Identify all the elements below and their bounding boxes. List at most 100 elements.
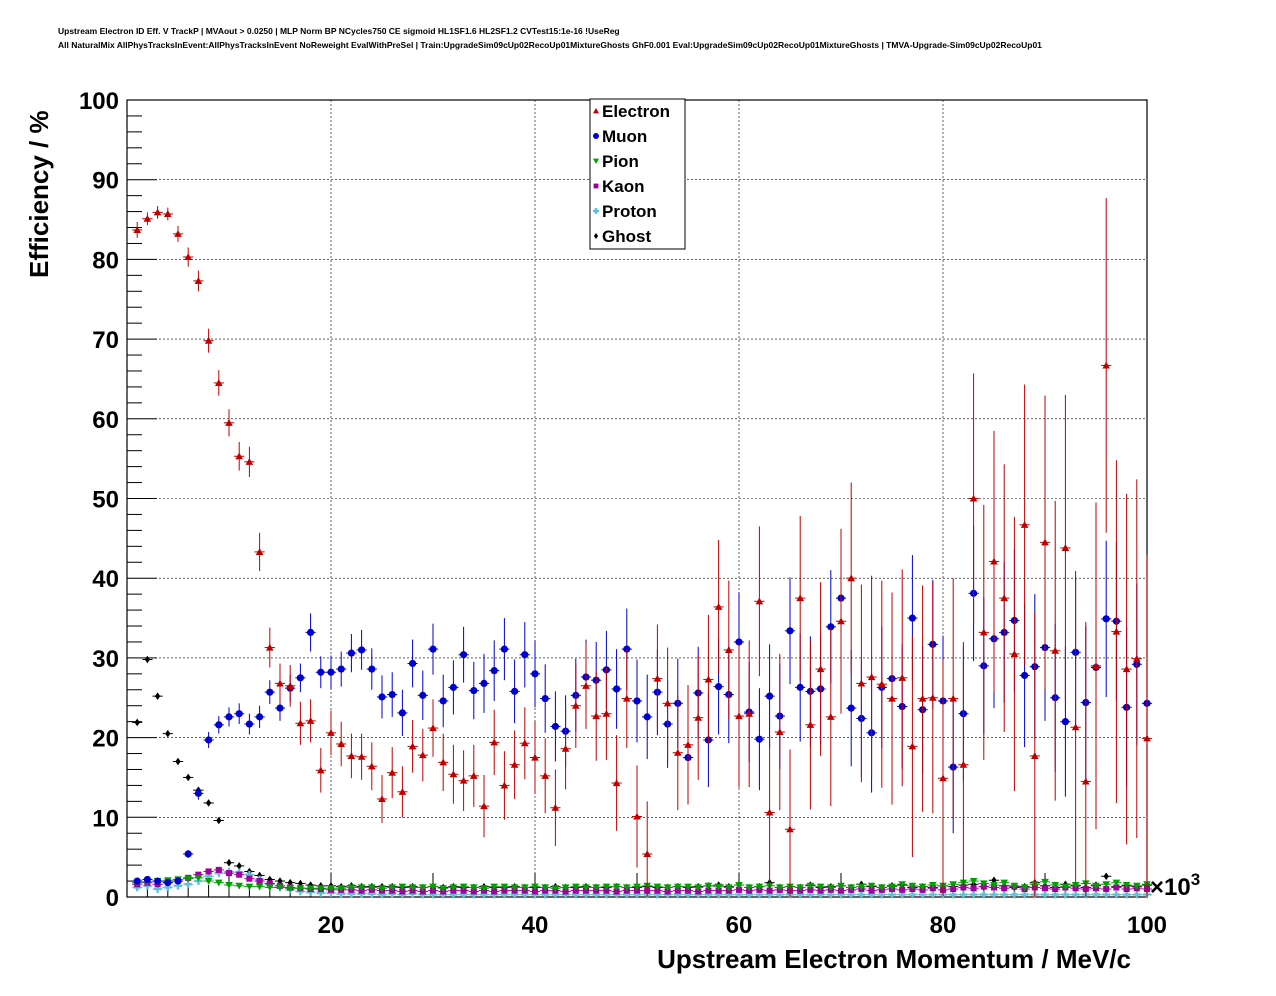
electron-point: [1082, 777, 1090, 785]
electron-point: [459, 776, 468, 784]
pion-point: [225, 882, 233, 889]
kaon-point: [215, 866, 222, 873]
electron-point: [959, 760, 968, 768]
pion-point: [510, 884, 519, 892]
proton-point: [1133, 890, 1141, 899]
kaon-point: [1001, 885, 1008, 892]
pion-point: [929, 882, 937, 889]
electron-point: [663, 699, 672, 707]
pion-point: [878, 884, 886, 892]
legend-marker-pion: [593, 158, 599, 164]
legend-label-proton: Proton: [602, 202, 657, 221]
electron-point: [429, 724, 437, 732]
electron-point: [398, 787, 407, 795]
pion-point: [1051, 882, 1059, 889]
pion-point: [572, 883, 580, 891]
pion-point: [419, 884, 427, 892]
electron-point: [1000, 594, 1008, 602]
muon-point: [388, 690, 396, 699]
muon-point: [358, 646, 366, 654]
kaon-point: [1103, 885, 1110, 893]
y-tick-label: 70: [92, 327, 119, 354]
muon-point: [510, 687, 519, 695]
electron-point: [266, 643, 274, 651]
electron-point: [255, 548, 264, 555]
muon-point: [215, 721, 223, 729]
pion-point: [470, 884, 478, 892]
pion-point: [1041, 878, 1049, 886]
pion-point: [296, 885, 305, 893]
proton-point: [908, 890, 917, 899]
ghost-point: [216, 816, 222, 825]
pion-point: [816, 883, 825, 891]
muon-point: [1061, 718, 1069, 726]
proton-point: [1041, 890, 1049, 899]
electron-point: [847, 574, 855, 582]
pion-point: [980, 880, 988, 888]
pion-point: [368, 884, 376, 892]
electron-point: [378, 795, 386, 803]
legend-marker-kaon: [593, 183, 599, 189]
pion-point: [1122, 882, 1131, 889]
muon-point: [480, 679, 488, 688]
ghost-point: [134, 718, 140, 727]
muon-point: [449, 683, 457, 691]
electron-point: [551, 803, 560, 811]
x-tick-label: 60: [726, 912, 753, 939]
electron-point: [470, 772, 478, 779]
legend-label-ghost: Ghost: [602, 227, 651, 246]
electron-point: [337, 740, 345, 748]
electron-point: [164, 210, 172, 218]
muon-point: [460, 651, 468, 659]
pion-point: [184, 875, 192, 883]
electron-point: [1020, 521, 1029, 528]
proton-point: [1102, 890, 1110, 899]
pion-point: [990, 882, 998, 889]
kaon-point: [205, 868, 212, 875]
pion-point: [490, 883, 498, 891]
electron-point: [327, 729, 335, 736]
electron-point: [419, 751, 427, 759]
kaon-point: [572, 887, 579, 894]
y-tick-label: 10: [92, 805, 119, 832]
pion-point: [1133, 882, 1141, 890]
kaon-point: [236, 871, 243, 878]
kaon-point: [899, 886, 906, 893]
electron-point: [623, 694, 631, 702]
proton-point: [980, 890, 988, 899]
electron-point: [510, 760, 519, 768]
y-tick-label: 50: [92, 487, 119, 514]
proton-point: [990, 890, 998, 899]
pion-point: [235, 882, 243, 890]
electron-point: [592, 712, 600, 720]
muon-point: [827, 623, 835, 631]
muon-point: [419, 691, 427, 699]
pion-point: [408, 884, 417, 892]
pion-point: [714, 883, 723, 891]
kaon-point: [531, 888, 539, 895]
pion-point: [531, 883, 539, 891]
pion-point: [684, 883, 692, 891]
pion-point: [755, 883, 764, 891]
muon-point: [205, 736, 213, 744]
electron-point: [215, 379, 223, 386]
x-axis-title: Upstream Electron Momentum / MeV/c: [657, 944, 1131, 974]
electron-point: [408, 742, 417, 750]
proton-point: [888, 890, 896, 899]
electron-point: [1133, 654, 1141, 662]
muon-point: [378, 693, 386, 701]
muon-point: [541, 694, 549, 703]
pion-point: [500, 883, 509, 891]
pion-point: [449, 884, 458, 892]
kaon-point: [603, 887, 610, 894]
kaon-point: [664, 888, 671, 895]
pion-point: [612, 883, 621, 891]
y-tick-label: 30: [92, 646, 119, 673]
kaon-point: [654, 887, 661, 894]
pion-point: [255, 883, 264, 891]
electron-point: [908, 742, 917, 750]
legend-marker-ghost: [593, 233, 599, 239]
muon-point: [296, 674, 304, 682]
pion-point: [204, 878, 213, 885]
electron-point: [684, 740, 692, 748]
